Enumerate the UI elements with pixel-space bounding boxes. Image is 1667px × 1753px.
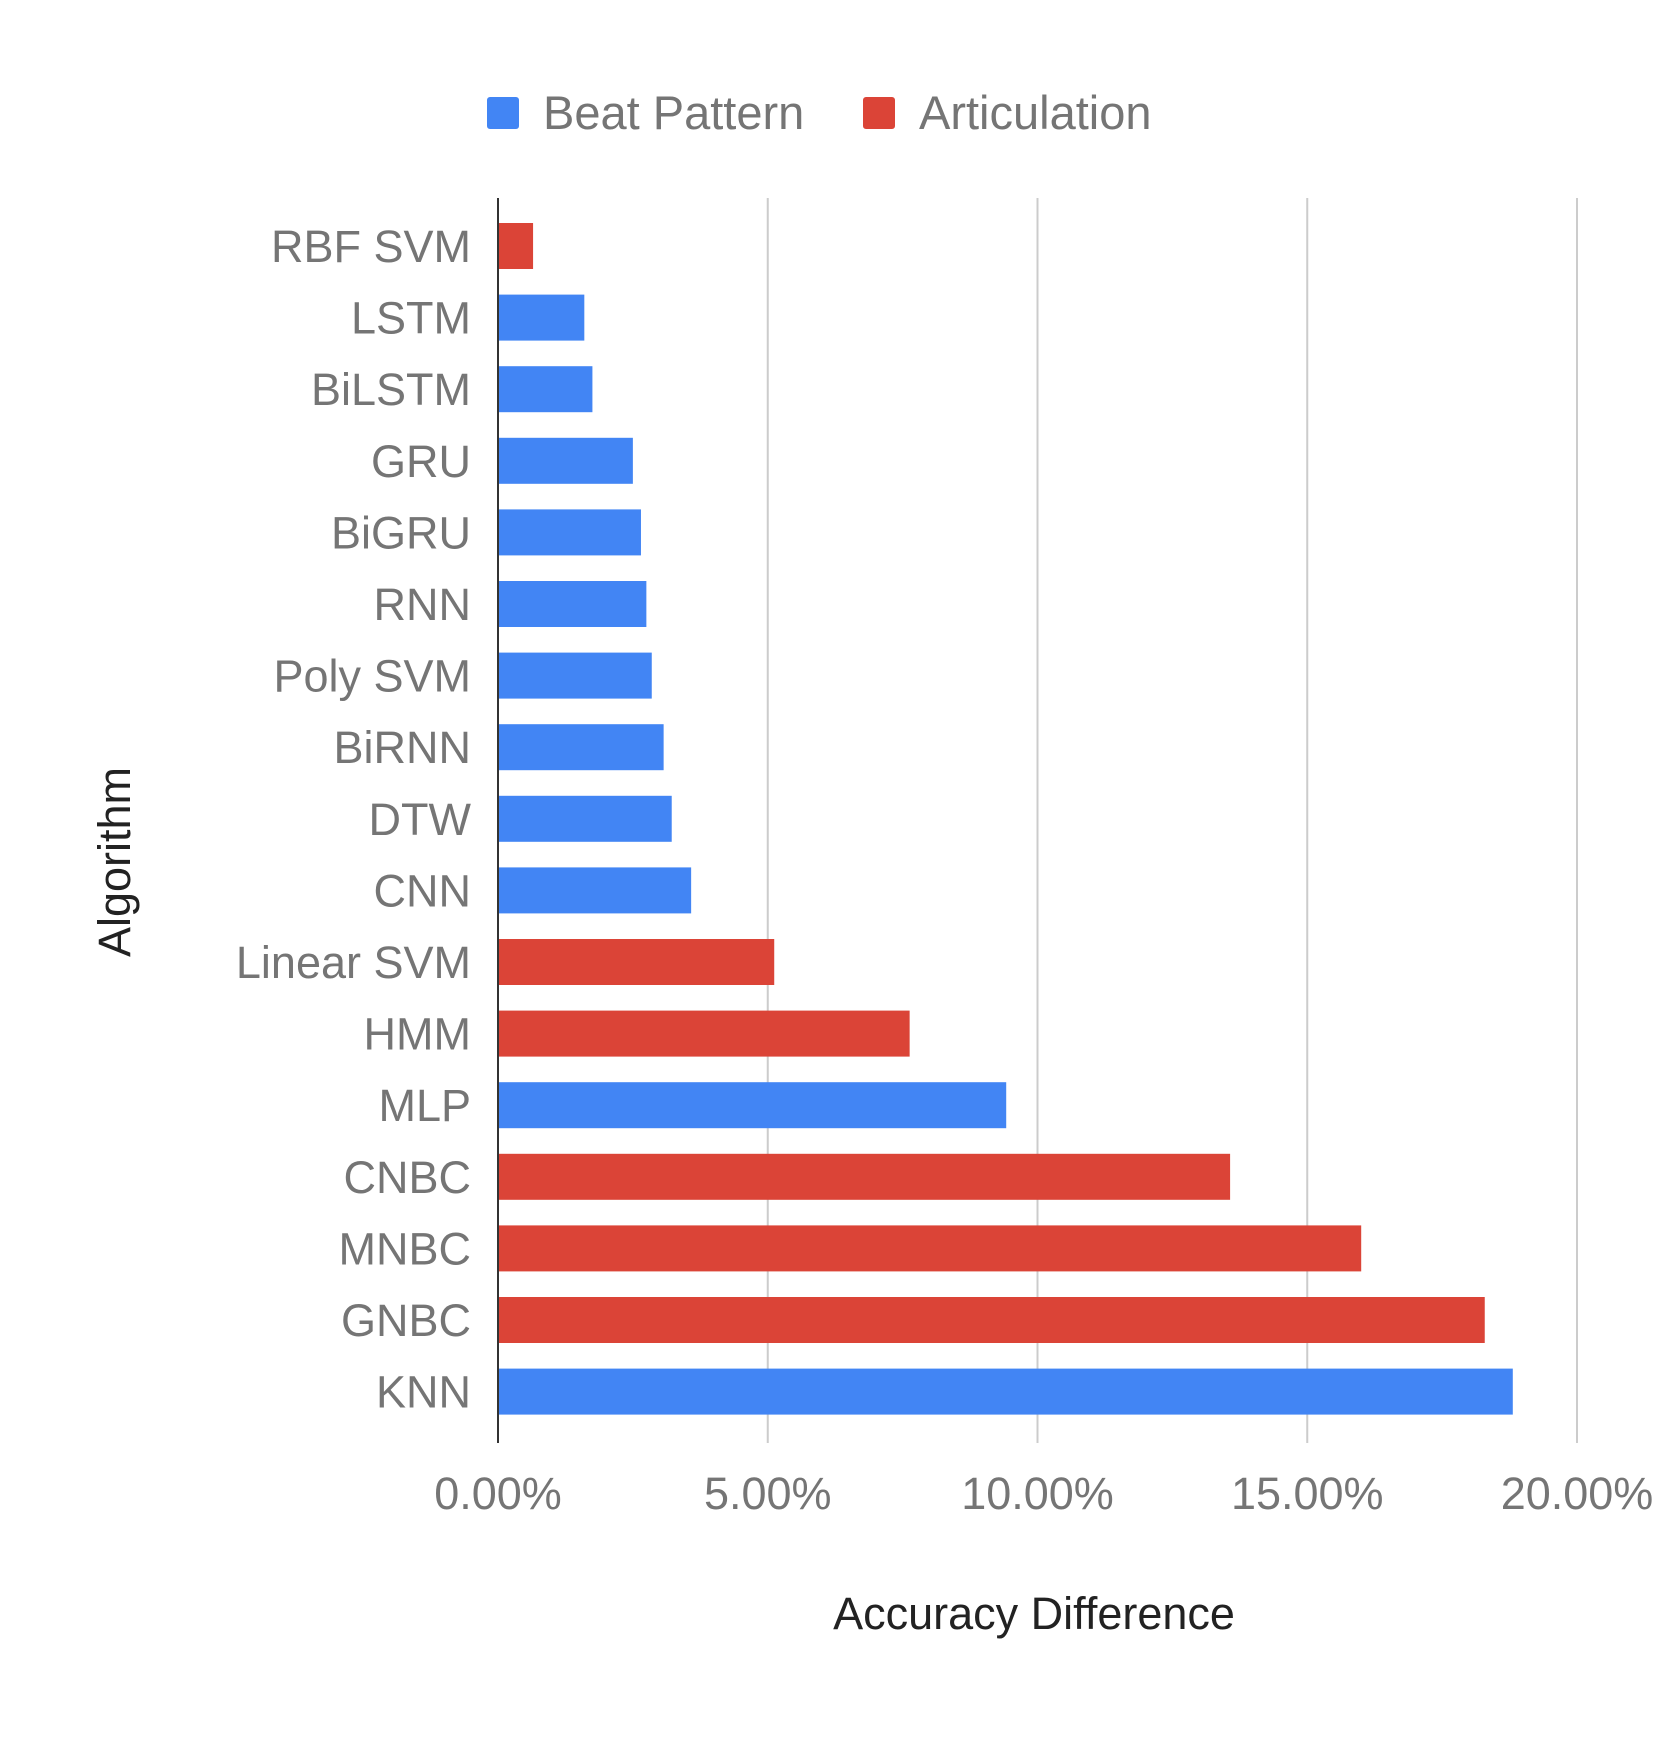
category-label: RNN [374, 579, 472, 630]
category-labels: RBF SVM LSTM BiLSTM GRU BiGRU RNN Poly SVM BiRN… [236, 221, 472, 1418]
bar [498, 1082, 1007, 1129]
category-label: GRU [371, 436, 471, 487]
x-tick-labels: 0.00% 5.00% 10.00% 15.00% 20.00% [434, 1468, 1653, 1519]
category-label: KNN [376, 1367, 471, 1418]
bar [498, 366, 593, 413]
x-tick-label: 15.00% [1231, 1468, 1384, 1519]
bar [498, 223, 534, 269]
bar [498, 437, 633, 484]
x-axis-title: Accuracy Difference [833, 1588, 1235, 1639]
category-label: BiLSTM [311, 364, 471, 415]
bar [498, 939, 775, 985]
bars [498, 223, 1513, 1415]
legend-label: Beat Pattern [543, 86, 804, 139]
category-label: DTW [369, 794, 472, 845]
category-label: HMM [364, 1009, 471, 1060]
legend-swatch [487, 97, 519, 129]
bar [498, 867, 692, 914]
x-tick-label: 20.00% [1501, 1468, 1654, 1519]
bar [498, 1297, 1485, 1343]
bar [498, 1010, 910, 1057]
category-label: Linear SVM [236, 937, 471, 988]
x-tick-label: 10.00% [961, 1468, 1114, 1519]
category-label: MLP [378, 1080, 471, 1131]
category-label: CNN [374, 865, 472, 916]
bar [498, 1225, 1362, 1272]
legend: Beat Pattern Articulation [487, 86, 1152, 139]
bar [498, 652, 652, 699]
category-label: RBF SVM [271, 221, 471, 272]
category-label: BiRNN [333, 722, 471, 773]
y-axis-title: Algorithm [89, 767, 140, 957]
legend-label: Articulation [919, 86, 1152, 139]
bar [498, 1368, 1513, 1415]
category-label: GNBC [341, 1295, 471, 1346]
bar [498, 509, 641, 556]
category-label: BiGRU [331, 507, 471, 558]
bar [498, 1153, 1231, 1200]
category-label: Poly SVM [273, 651, 471, 702]
category-label: CNBC [343, 1152, 471, 1203]
bar [498, 795, 672, 842]
x-tick-label: 5.00% [704, 1468, 832, 1519]
bar [498, 724, 664, 771]
legend-swatch [863, 97, 895, 129]
bar [498, 294, 585, 341]
category-label: LSTM [351, 293, 471, 344]
category-label: MNBC [339, 1223, 472, 1274]
bar [498, 581, 647, 627]
x-tick-label: 0.00% [434, 1468, 562, 1519]
